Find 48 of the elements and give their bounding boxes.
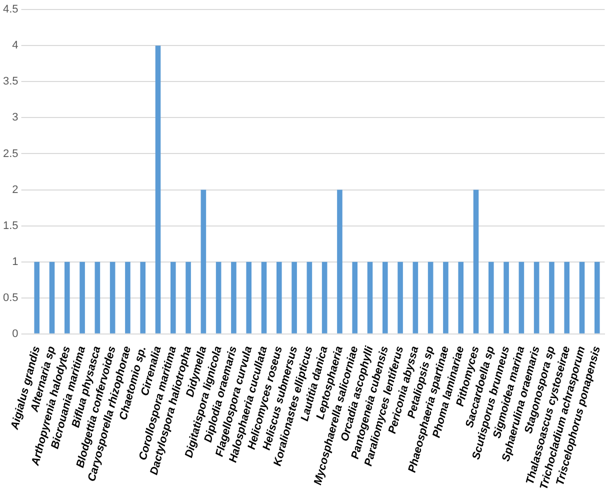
bar [534, 262, 540, 334]
bar [337, 190, 342, 334]
bar [443, 262, 448, 334]
bar [594, 262, 600, 334]
bar [170, 262, 176, 334]
bar [306, 262, 312, 334]
bar [322, 262, 328, 334]
bar [428, 262, 434, 334]
bar [110, 262, 116, 334]
bar [49, 262, 55, 334]
bar [64, 262, 70, 334]
bar [80, 262, 85, 334]
y-tick-label: 4.5 [2, 4, 18, 16]
y-tick-label: 2.5 [2, 148, 18, 160]
bar [398, 262, 403, 334]
bar [125, 262, 130, 334]
bar [412, 262, 418, 334]
bar [231, 262, 236, 334]
bar [382, 262, 388, 334]
bar [186, 262, 191, 334]
bar [473, 190, 479, 334]
y-tick-label: 0.5 [2, 292, 18, 304]
y-tick-label: 2 [12, 184, 18, 196]
bar [549, 262, 554, 334]
y-tick-label: 0 [12, 328, 18, 340]
bar [579, 262, 585, 334]
bar [246, 262, 252, 334]
y-tick-label: 3.5 [2, 76, 18, 88]
bar [564, 262, 570, 334]
bar [367, 262, 373, 334]
bar [504, 262, 509, 334]
y-tick-label: 1 [12, 256, 18, 268]
bar [458, 262, 464, 334]
bar [518, 262, 524, 334]
bar [200, 190, 206, 334]
bar [140, 262, 146, 334]
bar [216, 262, 222, 334]
y-tick-label: 1.5 [2, 220, 18, 232]
bar [488, 262, 494, 334]
bar [276, 262, 282, 334]
y-tick-label: 4 [12, 40, 18, 52]
bar [261, 262, 267, 334]
bar [34, 262, 40, 334]
bar [155, 46, 161, 334]
bar [352, 262, 358, 334]
bar [292, 262, 297, 334]
y-tick-label: 3 [12, 112, 18, 124]
bar [94, 262, 100, 334]
